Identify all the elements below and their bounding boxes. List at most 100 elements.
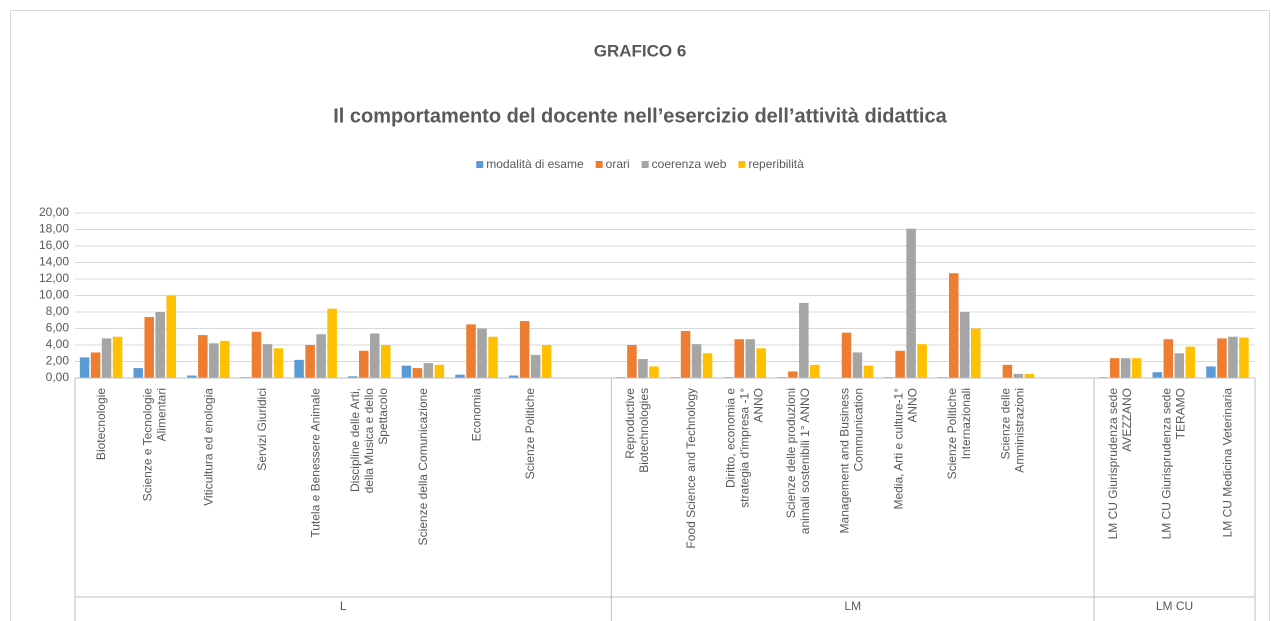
bar (1239, 337, 1249, 378)
bar (970, 328, 981, 378)
bar (401, 365, 412, 378)
bar (1013, 373, 1024, 378)
bar (1120, 358, 1131, 378)
legend-swatch (476, 161, 484, 168)
bar (316, 334, 326, 378)
x-tick-label: Scienze delleAmministrazioni (999, 388, 1027, 473)
bar (745, 339, 755, 378)
x-tick-label: LM CU Giurisprudenza sedeTERAMO (1160, 388, 1188, 540)
y-tick-label: 20,00 (39, 205, 69, 219)
legend-label: coerenza web (652, 157, 727, 171)
x-tick-label: Diritto, economia estrategia d'impresa -… (724, 388, 766, 508)
bar (788, 371, 798, 378)
x-tick-label: ReproductiveBiotechnologies (623, 388, 651, 473)
y-tick-label: 0,00 (46, 370, 70, 384)
x-tick-label: LM CU Giurisprudenza sedeAVEZZANO (1106, 388, 1134, 540)
bar (691, 344, 702, 378)
bar (359, 350, 369, 378)
legend: modalità di esame orari coerenza web reperi… (476, 157, 804, 171)
bar (305, 345, 315, 378)
legend-swatch (641, 161, 649, 168)
bar (251, 331, 262, 378)
bar (702, 353, 713, 378)
y-tick-label: 4,00 (46, 337, 70, 351)
bar (1217, 338, 1227, 378)
bar (906, 228, 916, 378)
y-tick-label: 14,00 (39, 255, 69, 269)
y-tick-label: 8,00 (46, 304, 70, 318)
bar (380, 345, 391, 378)
bar (477, 328, 487, 378)
bar (841, 332, 852, 378)
bar (1131, 358, 1142, 378)
y-tick-label: 6,00 (46, 321, 70, 335)
bar (488, 336, 498, 378)
bar (187, 375, 197, 378)
bar (144, 316, 154, 378)
bar (1163, 339, 1174, 378)
x-tick-label: Viticultura ed enologia (201, 388, 215, 506)
bar (1002, 364, 1013, 378)
bar (1174, 353, 1185, 378)
legend-swatch (595, 161, 603, 168)
bar (90, 352, 101, 378)
bar (101, 338, 112, 378)
bar (294, 359, 304, 378)
legend-swatch (738, 161, 746, 168)
x-tick-label: Economia (469, 388, 483, 442)
chart-title: GRAFICO 6 (594, 41, 687, 60)
bar (273, 348, 284, 378)
bar (155, 312, 165, 378)
bar (810, 364, 820, 378)
y-tick-label: 10,00 (39, 288, 69, 302)
bar (895, 350, 905, 378)
bar (1185, 346, 1196, 378)
bar (412, 368, 423, 378)
bar (1152, 372, 1163, 378)
bar (541, 345, 552, 378)
y-tick-label: 12,00 (39, 271, 69, 285)
bar (949, 273, 959, 378)
x-tick-label: Management and BusinessCommunication (838, 388, 866, 533)
y-tick-label: 2,00 (46, 354, 70, 368)
bar (734, 339, 744, 378)
x-tick-label: Tutela e Benessere Animale (309, 388, 323, 538)
x-tick-label: Discipline delle Arti,della Musica e del… (348, 388, 390, 494)
bar (133, 368, 143, 378)
x-tick-label: Scienze PoliticheInternazionali (945, 388, 973, 480)
bar (434, 364, 445, 378)
bar (327, 308, 337, 378)
y-tick-label: 18,00 (39, 222, 69, 236)
bar (917, 344, 927, 378)
bar (1228, 336, 1238, 378)
bar (166, 295, 176, 378)
bar (198, 335, 208, 378)
x-tick-label: Scienze delle produzionianimali sostenib… (784, 388, 812, 534)
bar (348, 376, 358, 378)
x-tick-label: Servizi Giuridici (255, 388, 269, 471)
bar (649, 366, 659, 378)
bar (79, 357, 90, 378)
chart-subtitle: Il comportamento del docente nell’eserci… (333, 105, 947, 127)
bar (756, 348, 766, 378)
bar (112, 336, 123, 378)
bar (799, 302, 809, 378)
bar (960, 312, 970, 378)
bar (638, 359, 648, 378)
x-tick-label: Scienze della Comunicazione (416, 388, 430, 546)
x-tick-label: Scienze e TecnologieAlimentari (141, 388, 169, 502)
x-tick-label: LM CU Medicina Veterinaria (1220, 388, 1234, 538)
bar (680, 330, 691, 378)
bar (519, 321, 530, 378)
bar (1206, 366, 1216, 378)
bar (852, 352, 863, 378)
y-tick-label: 16,00 (39, 238, 69, 252)
chart-frame (10, 10, 1270, 621)
group-label: LM CU (1156, 599, 1193, 613)
bar (455, 374, 465, 378)
group-label: LM (844, 599, 861, 613)
legend-label: modalità di esame (486, 157, 584, 171)
bar (530, 354, 541, 378)
group-label: L (340, 599, 347, 613)
